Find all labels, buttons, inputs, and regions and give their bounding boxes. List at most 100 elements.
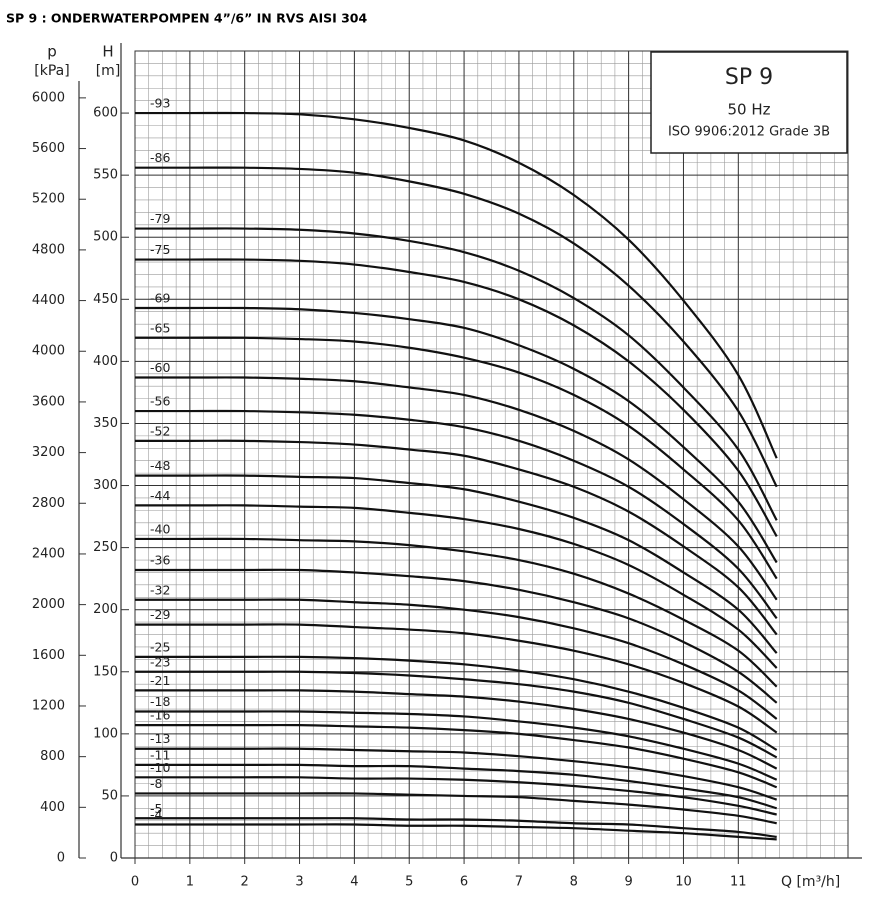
info-title: SP 9 [725, 65, 773, 90]
y2-tick-label: 1200 [32, 698, 65, 713]
y-tick-label: 600 [93, 106, 118, 121]
pump-curve [134, 258, 778, 537]
y2-tick-label: 6000 [32, 90, 65, 105]
curve-label: -65 [150, 320, 170, 335]
y-tick-label: 300 [93, 478, 118, 493]
curve-label: -32 [150, 582, 170, 597]
y2-axis-label: p [47, 43, 57, 61]
y-tick-label: 450 [93, 292, 118, 307]
curve-label: -75 [150, 242, 170, 257]
y2-tick-label: 4000 [32, 344, 65, 359]
x-tick-label: 6 [460, 875, 468, 890]
curve-label: -79 [150, 211, 170, 226]
pump-curve [135, 336, 778, 580]
y2-tick-label: 4400 [32, 293, 65, 308]
x-tick-label: 2 [241, 875, 249, 890]
curve-label: -10 [150, 760, 170, 775]
curve-label: -25 [150, 639, 170, 654]
info-box [650, 51, 848, 154]
curve-label: -4 [150, 807, 163, 822]
pump-curve [134, 227, 778, 521]
curves [134, 111, 778, 841]
pump-curve [135, 376, 778, 601]
y-tick-label: 200 [93, 602, 118, 617]
pump-curve [135, 670, 778, 759]
curve-label: -48 [150, 458, 170, 473]
y2-tick-label: 2000 [32, 597, 65, 612]
pump-curve [134, 747, 778, 801]
y2-tick-label: 3200 [32, 445, 65, 460]
y2-tick-label: 2800 [32, 496, 65, 511]
pump-curve [135, 474, 778, 654]
y-tick-label: 350 [93, 416, 118, 431]
y2-tick-label: 400 [40, 800, 65, 815]
pump-curve [134, 817, 777, 838]
x-tick-label: 3 [295, 875, 303, 890]
curve-label: -93 [150, 96, 170, 111]
y2-tick-label: 5600 [32, 141, 65, 156]
pump-curve [135, 504, 778, 669]
curve-label: -13 [150, 731, 170, 746]
y2-tick-label: 800 [40, 749, 65, 764]
curve-label: -86 [150, 150, 170, 165]
y-tick-label: 150 [93, 664, 118, 679]
y-axis-label: H [102, 43, 113, 61]
pump-curve [135, 623, 778, 734]
curve-label: -44 [150, 488, 170, 503]
pump-curve [135, 823, 777, 841]
pump-curve [135, 409, 778, 620]
y2-tick-label: 3600 [32, 394, 65, 409]
x-tick-label: 8 [570, 875, 578, 890]
pump-curve [135, 439, 778, 636]
x-axis-label: Q [m³/h] [781, 874, 840, 890]
curve-label: -40 [150, 521, 170, 536]
pump-curve [135, 689, 778, 770]
curve-label: -60 [150, 360, 170, 375]
curve-label: -23 [150, 654, 170, 669]
y2-tick-label: 0 [57, 851, 65, 866]
pump-curve [135, 166, 778, 488]
curve-label: -11 [150, 747, 170, 762]
y-tick-label: 550 [93, 168, 118, 183]
curve-label: -69 [150, 290, 170, 305]
curve-label: -56 [150, 394, 170, 409]
curve-label: -5 [150, 801, 162, 816]
x-tick-label: 9 [624, 875, 632, 890]
pump-curve [135, 655, 778, 751]
y-axis-unit: [m] [96, 63, 121, 79]
pump-curve [135, 776, 777, 816]
curve-label: -36 [150, 552, 170, 567]
y2-tick-label: 5200 [32, 192, 65, 207]
x-tick-label: 7 [515, 875, 523, 890]
x-tick-label: 4 [350, 875, 358, 890]
curve-label: -16 [150, 708, 170, 723]
pump-curve [134, 568, 778, 704]
y2-tick-label: 2400 [32, 546, 65, 561]
info-frequency: 50 Hz [727, 101, 770, 119]
pump-curve [134, 763, 778, 810]
grid [134, 50, 849, 859]
x-tick-label: 5 [405, 875, 413, 890]
info-standard: ISO 9906:2012 Grade 3B [668, 125, 830, 140]
curve-label: -8 [150, 776, 163, 791]
x-tick-label: 1 [186, 875, 194, 890]
y-tick-label: 250 [93, 540, 118, 555]
y2-axis-unit: [kPa] [34, 63, 69, 79]
x-tick-label: 0 [131, 875, 139, 890]
y-tick-label: 0 [110, 851, 118, 866]
curve-label: -18 [150, 694, 170, 709]
pump-curve [134, 792, 777, 825]
y2-tick-label: 4800 [32, 242, 65, 257]
x-tick-label: 11 [730, 875, 747, 890]
pump-curve [134, 306, 778, 564]
pump-curve [135, 537, 778, 688]
curve-label: -21 [150, 673, 170, 688]
pump-curve [134, 710, 778, 781]
pump-curve [134, 598, 778, 720]
curve-label: -29 [150, 607, 170, 622]
x-tick-label: 10 [675, 875, 692, 890]
curve-label: -52 [150, 423, 170, 438]
pump-curve [135, 111, 778, 459]
